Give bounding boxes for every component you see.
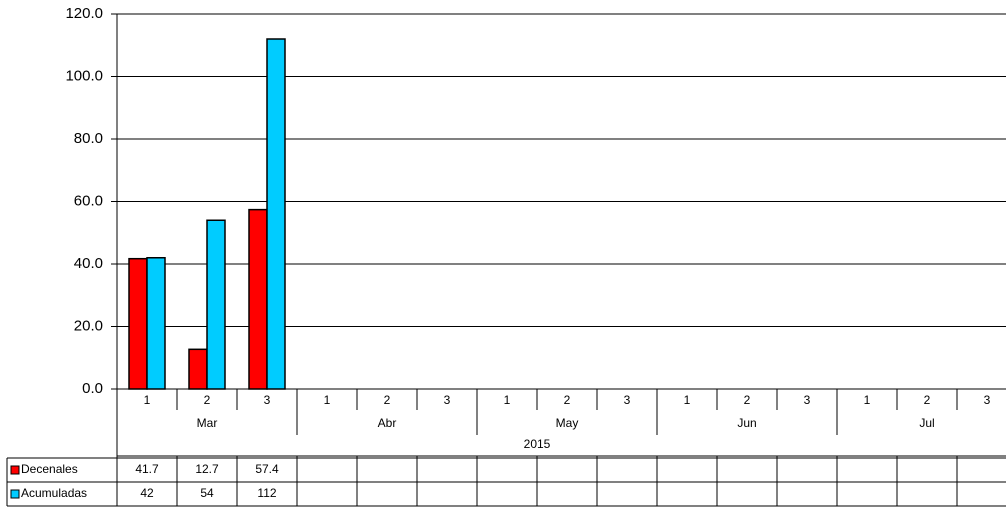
x-tick-label: 2 [924, 393, 931, 407]
x-tick-label: 2 [384, 393, 391, 407]
y-tick-label: 0.0 [82, 380, 103, 397]
month-label: May [556, 416, 579, 430]
legend-swatch [10, 465, 20, 475]
y-tick-label: 80.0 [74, 130, 103, 147]
bar [128, 257, 148, 390]
table-value: 41.7 [135, 462, 159, 476]
y-tick-label: 40.0 [74, 255, 103, 272]
bar [266, 38, 286, 390]
y-tick-label: 120.0 [65, 5, 103, 22]
month-label: Abr [378, 416, 397, 430]
x-tick-label: 2 [564, 393, 571, 407]
x-tick-label: 3 [984, 393, 991, 407]
bar [188, 348, 208, 390]
table-value: 42 [140, 486, 154, 500]
x-tick-label: 3 [444, 393, 451, 407]
x-tick-label: 1 [504, 393, 511, 407]
bar [146, 257, 166, 390]
table-value: 12.7 [195, 462, 219, 476]
month-label: Jul [919, 416, 934, 430]
x-tick-label: 2 [744, 393, 751, 407]
table-value: 57.4 [255, 462, 279, 476]
bar [248, 208, 268, 390]
month-label: Jun [737, 416, 756, 430]
x-tick-label: 1 [144, 393, 151, 407]
month-label: Mar [197, 416, 218, 430]
legend-label: Acumuladas [21, 486, 87, 500]
table-value: 54 [200, 486, 214, 500]
x-tick-label: 1 [864, 393, 871, 407]
bar [206, 219, 226, 390]
x-tick-label: 1 [684, 393, 691, 407]
y-tick-label: 100.0 [65, 67, 103, 84]
y-tick-label: 60.0 [74, 192, 103, 209]
x-tick-label: 3 [264, 393, 271, 407]
legend-label: Decenales [21, 462, 78, 476]
year-label: 2015 [524, 437, 551, 451]
x-tick-label: 2 [204, 393, 211, 407]
y-tick-label: 20.0 [74, 317, 103, 334]
x-tick-label: 3 [624, 393, 631, 407]
table-value: 112 [257, 486, 276, 500]
legend-swatch [10, 489, 20, 499]
x-tick-label: 1 [324, 393, 331, 407]
x-tick-label: 3 [804, 393, 811, 407]
